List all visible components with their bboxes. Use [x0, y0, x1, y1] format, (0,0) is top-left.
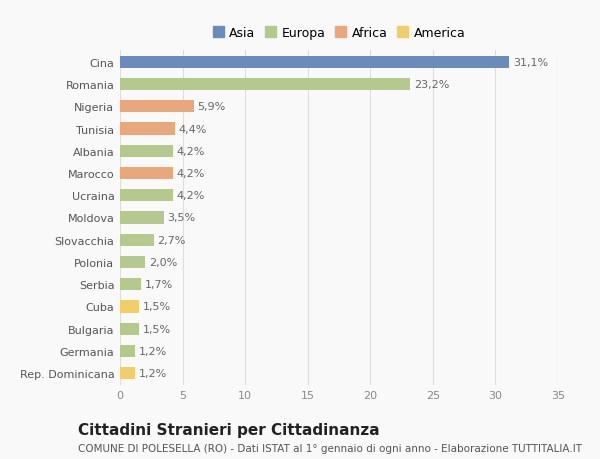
- Text: 1,5%: 1,5%: [143, 302, 170, 312]
- Text: 1,2%: 1,2%: [139, 369, 167, 378]
- Text: 23,2%: 23,2%: [414, 80, 449, 90]
- Text: 4,2%: 4,2%: [176, 191, 205, 201]
- Text: 3,5%: 3,5%: [167, 213, 196, 223]
- Bar: [120, 56, 509, 69]
- Text: 4,2%: 4,2%: [176, 146, 205, 157]
- Text: 2,0%: 2,0%: [149, 257, 177, 268]
- Bar: [120, 367, 135, 380]
- Bar: [120, 190, 173, 202]
- Bar: [120, 345, 135, 357]
- Bar: [120, 256, 145, 269]
- Text: Cittadini Stranieri per Cittadinanza: Cittadini Stranieri per Cittadinanza: [78, 422, 380, 437]
- Text: COMUNE DI POLESELLA (RO) - Dati ISTAT al 1° gennaio di ogni anno - Elaborazione : COMUNE DI POLESELLA (RO) - Dati ISTAT al…: [78, 443, 582, 453]
- Bar: [120, 279, 141, 291]
- Bar: [120, 212, 164, 224]
- Bar: [120, 234, 154, 246]
- Bar: [120, 323, 139, 335]
- Legend: Asia, Europa, Africa, America: Asia, Europa, Africa, America: [209, 23, 469, 44]
- Bar: [120, 301, 139, 313]
- Bar: [120, 123, 175, 135]
- Text: 1,2%: 1,2%: [139, 346, 167, 356]
- Bar: [120, 146, 173, 157]
- Text: 5,9%: 5,9%: [197, 102, 226, 112]
- Text: 31,1%: 31,1%: [513, 58, 548, 67]
- Bar: [120, 168, 173, 180]
- Text: 1,5%: 1,5%: [143, 324, 170, 334]
- Bar: [120, 101, 194, 113]
- Bar: [120, 79, 410, 91]
- Text: 2,7%: 2,7%: [158, 235, 186, 245]
- Text: 4,2%: 4,2%: [176, 168, 205, 179]
- Text: 1,7%: 1,7%: [145, 280, 173, 290]
- Text: 4,4%: 4,4%: [179, 124, 207, 134]
